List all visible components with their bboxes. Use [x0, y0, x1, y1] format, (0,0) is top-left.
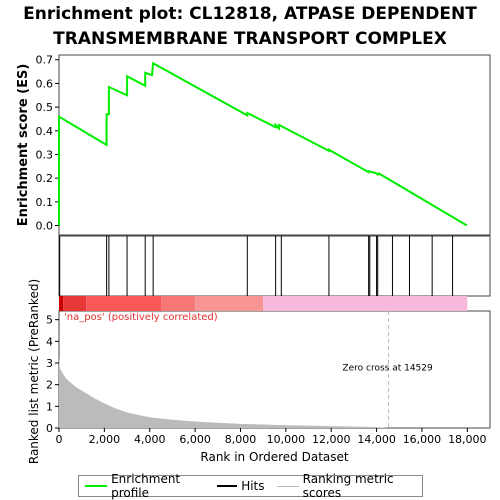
- xtick-label: 4,000: [134, 433, 166, 446]
- metric-ytick-label: 4: [46, 335, 53, 348]
- xtick-label: 6,000: [179, 433, 211, 446]
- metric-area: [59, 356, 468, 428]
- xtick-label: 14,000: [357, 433, 396, 446]
- legend: Enrichment profile Hits Ranking metric s…: [78, 472, 423, 500]
- zero-cross-label: Zero cross at 14529: [342, 364, 433, 374]
- es-line: [58, 61, 468, 227]
- legend-swatch-hits: [217, 485, 238, 487]
- xtick-label: 10,000: [267, 433, 306, 446]
- es-ylabel: Enrichment score (ES): [16, 64, 31, 227]
- xtick-label: 12,000: [312, 433, 351, 446]
- chart-title-line-1: Enrichment plot: CL12818, ATPASE DEPENDE…: [23, 4, 477, 24]
- es-ytick-label: 0.3: [36, 148, 54, 161]
- legend-item-ranking-metric-scores: Ranking metric scores: [276, 472, 416, 500]
- chart-title-line-2: TRANSMEMBRANE TRANSPORT COMPLEX: [53, 29, 447, 49]
- es-ytick-label: 0.4: [36, 125, 54, 138]
- positive-correlation-label: 'na_pos' (positively correlated): [64, 312, 218, 323]
- colorbar-segment: [86, 296, 162, 311]
- chart-title: Enrichment plot: CL12818, ATPASE DEPENDE…: [0, 2, 500, 52]
- colorbar-segment: [263, 296, 468, 311]
- xtick-label: 18,000: [448, 433, 487, 446]
- es-ytick-label: 0.6: [36, 77, 54, 90]
- legend-label-enrichment-profile: Enrichment profile: [111, 472, 181, 500]
- es-ytick-label: 0.7: [36, 54, 54, 67]
- colorbar-segment: [59, 296, 64, 311]
- legend-swatch-enrichment-profile: [85, 485, 108, 487]
- metric-ytick-label: 3: [46, 357, 53, 370]
- metric-xlabel: Rank in Ordered Dataset: [200, 450, 348, 464]
- colorbar-segment: [195, 296, 264, 311]
- legend-label-ranking-metric: Ranking metric scores: [302, 472, 394, 500]
- es-panel-frame: [58, 54, 491, 236]
- xtick-label: 2,000: [89, 433, 121, 446]
- es-ytick-label: 0.2: [36, 172, 54, 185]
- legend-label-hits: Hits: [241, 479, 265, 493]
- xtick-label: 8,000: [225, 433, 257, 446]
- metric-panel-frame: [58, 310, 491, 429]
- legend-item-hits: Hits: [217, 479, 265, 493]
- es-ytick-label: 0.5: [36, 101, 54, 114]
- xtick-label: 0: [56, 433, 63, 446]
- colorbar-segment: [161, 296, 196, 311]
- hits-panel-frame: [58, 235, 491, 297]
- metric-ytick-label: 5: [46, 314, 53, 327]
- metric-ytick-label: 2: [46, 379, 53, 392]
- colorbar-segment: [63, 296, 87, 311]
- metric-ytick-label: 0: [46, 422, 53, 435]
- es-ytick-label: 0.1: [36, 196, 54, 209]
- legend-swatch-ranking-metric: [276, 485, 299, 487]
- legend-item-enrichment-profile: Enrichment profile: [85, 472, 205, 500]
- metric-ylabel: Ranked list metric (PreRanked): [27, 279, 41, 464]
- xtick-label: 16,000: [403, 433, 442, 446]
- metric-ytick-label: 1: [46, 400, 53, 413]
- es-ytick-label: 0.0: [36, 220, 54, 233]
